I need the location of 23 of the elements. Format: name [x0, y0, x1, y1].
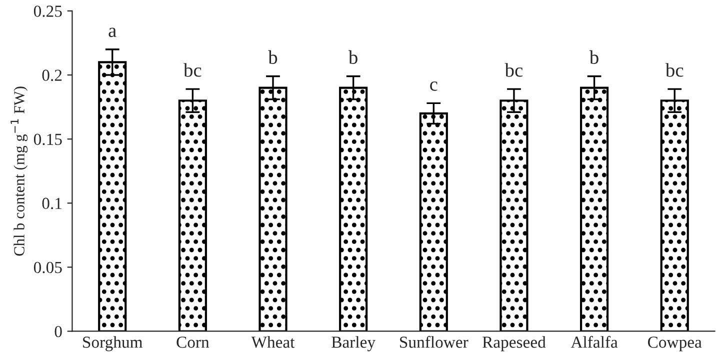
x-tick-label: Barley [332, 336, 376, 352]
y-tick-label: 0 [54, 326, 62, 338]
annotation: bc [665, 63, 684, 77]
annotation: b [589, 50, 598, 64]
annotation: bc [504, 63, 523, 77]
annotation: bc [184, 63, 202, 77]
x-tick-label: Corn [176, 336, 210, 348]
annotation: a [108, 28, 116, 38]
y-tick-label: 0.1 [42, 198, 62, 210]
x-tick-label: Sunflower [400, 336, 468, 348]
annotation: b [348, 50, 358, 64]
annotation: c [430, 82, 438, 91]
annotation: b [268, 50, 278, 64]
y-axis-title: Chl b content (mg g$^{−1}$ FW) [10, 86, 28, 256]
x-tick-label: Wheat [251, 336, 295, 348]
y-tick-label: 0.15 [34, 134, 62, 146]
x-tick-label: Alfalfa [570, 336, 618, 348]
x-tick-label: Rapeseed [482, 336, 546, 352]
y-tick-label: 0.25 [34, 6, 62, 17]
y-tick-label: 0.2 [42, 70, 62, 82]
x-tick-label: Sorghum [83, 336, 143, 352]
x-tick-label: Cowpea [648, 336, 702, 352]
y-tick-label: 0.05 [34, 262, 62, 274]
